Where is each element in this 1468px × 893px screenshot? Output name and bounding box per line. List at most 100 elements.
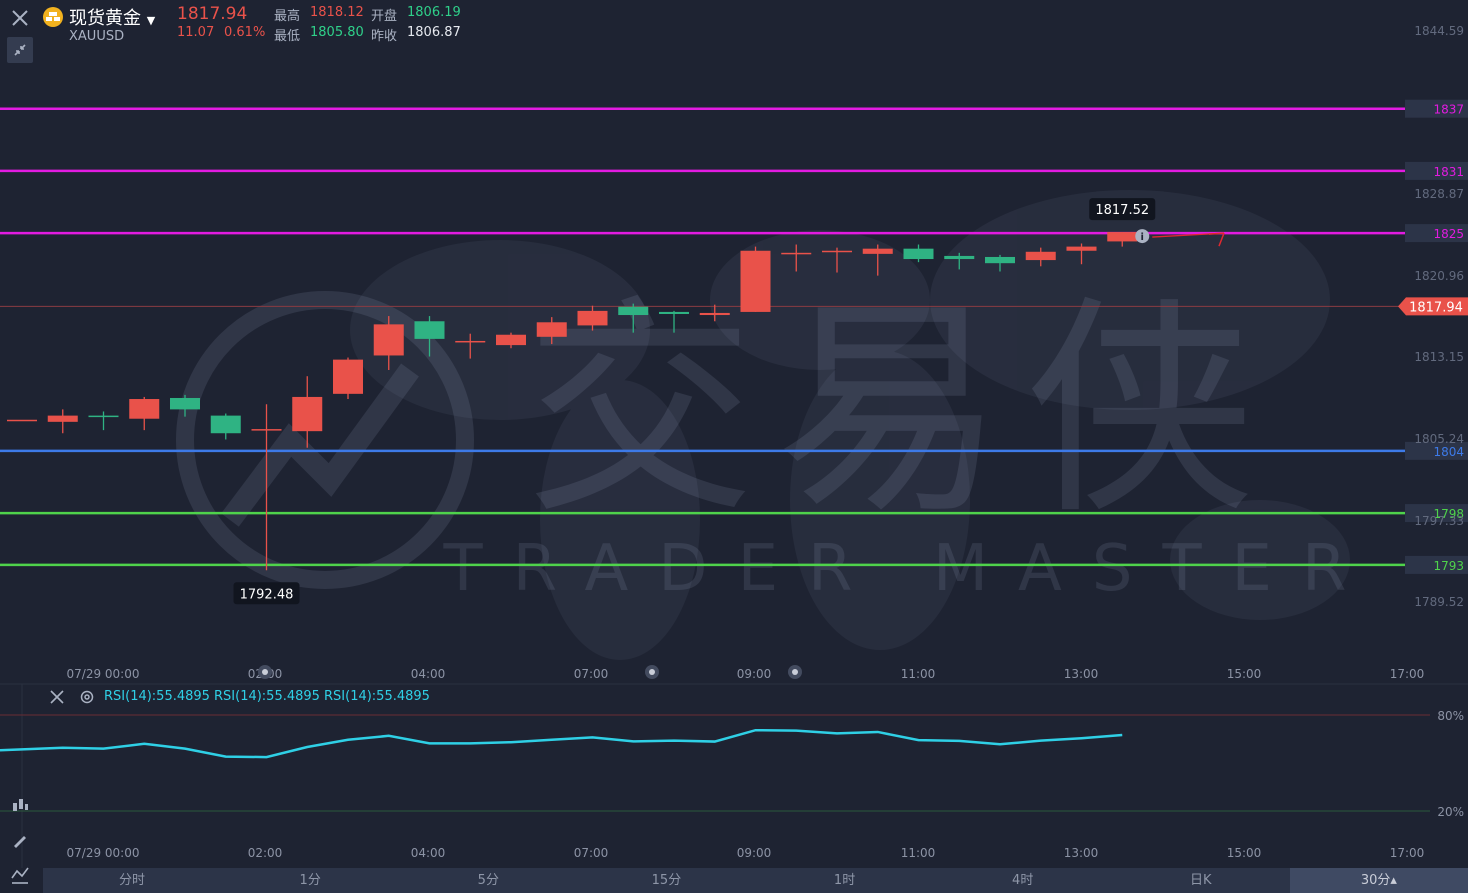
candle-body — [210, 415, 241, 434]
period-tab[interactable]: 15分 — [651, 873, 682, 888]
close-rsi-button[interactable] — [44, 684, 70, 710]
symbol-code: XAUUSD — [69, 29, 125, 44]
candle-body — [414, 321, 445, 339]
x-tick-label: 15:00 — [1227, 667, 1262, 681]
gear-icon — [80, 690, 94, 704]
candle-body — [1107, 232, 1138, 242]
price-change: 11.07 — [177, 25, 215, 40]
gold-coin-icon — [43, 7, 63, 27]
period-selector: 分时 1分 5分 15分 1时 4时 日K 30分▴ — [43, 868, 1468, 893]
forecast-arrow-head — [1208, 232, 1225, 247]
candle-body — [781, 252, 812, 255]
low-label: 最低 — [274, 29, 301, 44]
y-tick-label: 1820.96 — [1414, 269, 1464, 283]
info-icon — [1135, 229, 1150, 244]
high-value: 1818.12 — [310, 5, 364, 20]
candle-body — [903, 248, 934, 260]
x-tick-label-lower: 13:00 — [1064, 846, 1099, 860]
period-tab[interactable]: 日K — [1190, 873, 1212, 888]
period-tab[interactable]: 5分 — [477, 873, 499, 888]
rsi-label-2: RSI(14):55.4895 — [214, 689, 320, 704]
candles-icon — [13, 799, 28, 811]
close-chart-button[interactable] — [7, 5, 33, 31]
indicator-tool-button[interactable] — [7, 792, 33, 818]
draw-tool-button[interactable] — [7, 827, 33, 853]
candle-body — [88, 415, 119, 418]
horizontal-line-label: 1798 — [1433, 507, 1464, 521]
x-tick-label-lower: 02:00 — [248, 846, 283, 860]
watermark: 交易侠 TRADER MASTER — [176, 278, 1377, 606]
y-tick-label: 1813.15 — [1414, 350, 1464, 364]
x-tick-label-lower: 15:00 — [1227, 846, 1262, 860]
candle-body — [1025, 251, 1056, 261]
period-tab[interactable]: 30分▴ — [1289, 868, 1468, 893]
period-tab[interactable]: 1分 — [299, 873, 321, 888]
event-marker-dot — [262, 669, 268, 675]
candle-body — [292, 396, 323, 432]
prev-close-value: 1806.87 — [407, 25, 461, 40]
period-tab[interactable]: 4时 — [1012, 873, 1034, 888]
horizontal-line-label: 1837 — [1433, 103, 1464, 117]
event-marker-dot — [792, 669, 798, 675]
candle-body — [985, 256, 1015, 264]
price-change-pct: 0.61% — [224, 25, 266, 40]
y-tick-label: 1797.33 — [1414, 514, 1464, 528]
x-tick-label: 17:00 — [1390, 667, 1425, 681]
candle-body — [577, 310, 608, 326]
trend-line-icon — [11, 867, 29, 884]
last-price-tag-label: 1817.94 — [1409, 300, 1463, 315]
x-tick-label-lower: 17:00 — [1390, 846, 1425, 860]
pencil-icon — [14, 836, 26, 848]
close-icon — [12, 10, 28, 26]
candle-body — [618, 306, 649, 316]
symbol-selector[interactable]: 现货黄金 ▼ — [69, 4, 155, 30]
period-tab[interactable]: 1时 — [833, 873, 856, 888]
x-tick-label-lower: 04:00 — [411, 846, 446, 860]
rsi-settings-button[interactable] — [74, 684, 100, 710]
y-tick-label: 1789.52 — [1414, 595, 1464, 609]
last-price: 1817.94 — [177, 4, 248, 24]
line-tool-button[interactable] — [7, 862, 33, 888]
x-tick-label-lower: 09:00 — [737, 846, 772, 860]
x-tick-label: 11:00 — [901, 667, 936, 681]
period-tab[interactable]: 分时 — [119, 873, 146, 888]
horizontal-line-tag — [1405, 224, 1468, 243]
y-tick-label: 1844.59 — [1414, 24, 1464, 38]
candle-body — [170, 397, 200, 410]
candle-body — [699, 312, 730, 316]
horizontal-line-tag — [1405, 504, 1468, 523]
candle-body — [536, 322, 567, 337]
candle-body — [862, 248, 893, 254]
horizontal-line-label: 1831 — [1433, 165, 1464, 179]
prev-close-label: 昨收 — [371, 29, 398, 44]
low-value: 1805.80 — [310, 25, 364, 40]
x-tick-label-lower: 07:00 — [574, 846, 609, 860]
rsi-label-3: RSI(14):55.4895 — [324, 689, 430, 704]
candle-body — [1066, 246, 1097, 251]
horizontal-line-label: 1825 — [1433, 227, 1464, 241]
y-tick-label: 1828.87 — [1414, 187, 1464, 201]
candle-body — [944, 255, 975, 260]
rsi-line — [0, 728, 1123, 759]
candle-body — [47, 415, 78, 422]
open-value: 1806.19 — [407, 5, 461, 20]
candle-body — [129, 399, 160, 419]
horizontal-line-tag — [1405, 555, 1468, 574]
symbol-name: 现货黄金 — [69, 8, 141, 29]
candle-body — [659, 311, 689, 314]
x-tick-label-lower: 07/29 00:00 — [67, 846, 140, 860]
horizontal-line-label: 1804 — [1433, 445, 1464, 459]
x-tick-label: 07/29 00:00 — [67, 667, 140, 681]
low-callout-box — [233, 582, 300, 605]
chevron-down-icon: ▼ — [146, 14, 156, 27]
candle-body — [740, 250, 771, 312]
candle-body — [7, 419, 37, 422]
close-icon — [50, 690, 64, 704]
rsi-level-label: 20% — [1437, 805, 1464, 819]
x-tick-label: 09:00 — [737, 667, 772, 681]
watermark-brand-en: TRADER MASTER — [443, 532, 1377, 606]
collapse-button[interactable] — [7, 37, 33, 63]
low-callout-label: 1792.48 — [240, 587, 294, 602]
horizontal-line-label: 1793 — [1433, 559, 1464, 573]
